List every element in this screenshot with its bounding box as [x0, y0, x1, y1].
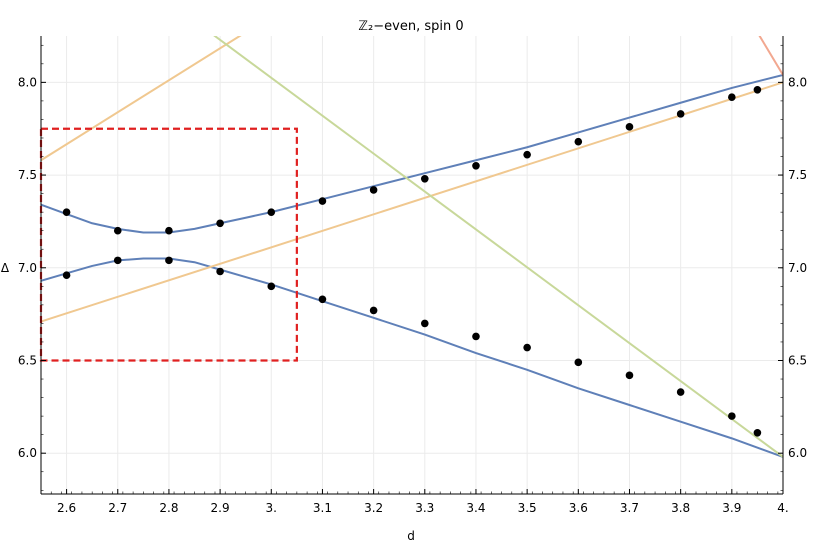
y-tick-label-right: 6.5: [788, 353, 807, 367]
series-curve-6: [758, 36, 783, 76]
x-tick-label: 4.: [777, 501, 788, 515]
data-point: [165, 256, 173, 265]
data-point: [267, 282, 276, 291]
data-point: [753, 429, 762, 437]
data-point: [676, 388, 685, 396]
y-tick-label-right: 8.0: [788, 75, 807, 89]
data-point: [523, 343, 531, 352]
x-tick-label: 3.4: [466, 501, 485, 515]
data-point: [728, 93, 736, 101]
data-point: [113, 226, 122, 235]
data-points: [62, 85, 762, 437]
data-point: [753, 85, 762, 94]
x-tick-label: 3.7: [620, 501, 639, 515]
series-curve-5: [213, 36, 783, 458]
series-curve-1: [41, 73, 783, 234]
series-curve-2: [41, 257, 783, 458]
x-tick-label: 3.5: [518, 501, 537, 515]
x-tick-label: 3.: [266, 501, 277, 515]
x-tick-label: 3.8: [671, 501, 690, 515]
data-point: [62, 271, 71, 279]
data-point: [216, 219, 224, 228]
data-point: [318, 295, 327, 304]
data-point: [267, 208, 276, 216]
y-tick-label-left: 6.0: [18, 446, 37, 460]
data-point: [113, 256, 122, 265]
y-tick-label-right: 7.5: [788, 168, 807, 182]
x-tick-label: 3.6: [569, 501, 588, 515]
data-point: [574, 358, 583, 367]
y-axis-title: Δ: [1, 261, 10, 275]
axis-ticks: 2.6 2.7 2.8 2.9 3. 3.1 3.2 3.3 3.4 3.5 3.6 3.7 3.8 3.…: [18, 44, 807, 515]
y-tick-label-right: 6.0: [788, 446, 807, 460]
x-tick-label: 3.3: [415, 501, 434, 515]
data-point: [420, 319, 429, 328]
data-point: [369, 186, 378, 194]
data-point: [625, 371, 634, 380]
x-tick-label: 3.1: [313, 501, 332, 515]
data-point: [216, 267, 224, 276]
x-axis-title: d: [407, 529, 415, 543]
x-tick-label: 3.2: [364, 501, 383, 515]
plot-frame: [40, 36, 784, 495]
x-tick-label: 2.9: [211, 501, 230, 515]
curve-group: [41, 36, 783, 458]
x-tick-label: 3.9: [722, 501, 741, 515]
x-tick-label: 2.7: [108, 501, 127, 515]
data-point: [369, 306, 378, 315]
data-point: [165, 226, 173, 235]
data-point: [676, 110, 685, 118]
data-point: [62, 208, 71, 216]
data-point: [318, 197, 327, 205]
y-tick-label-left: 8.0: [18, 75, 37, 89]
data-point: [728, 412, 736, 420]
series-curve-4: [41, 36, 242, 162]
y-tick-label-left: 7.5: [18, 168, 37, 182]
data-point: [625, 123, 634, 131]
data-point: [420, 174, 429, 183]
x-tick-label: 2.6: [57, 501, 76, 515]
data-point: [574, 137, 583, 146]
data-point: [472, 161, 480, 170]
x-tick-label: 2.8: [159, 501, 178, 515]
series-curve-3: [41, 81, 783, 323]
y-tick-label-left: 6.5: [18, 353, 37, 367]
y-tick-label-right: 7.0: [788, 261, 807, 275]
chart-title: ℤ₂−even, spin 0: [358, 19, 463, 34]
y-tick-label-left: 7.0: [18, 261, 37, 275]
data-point: [523, 150, 531, 159]
data-point: [472, 332, 480, 341]
